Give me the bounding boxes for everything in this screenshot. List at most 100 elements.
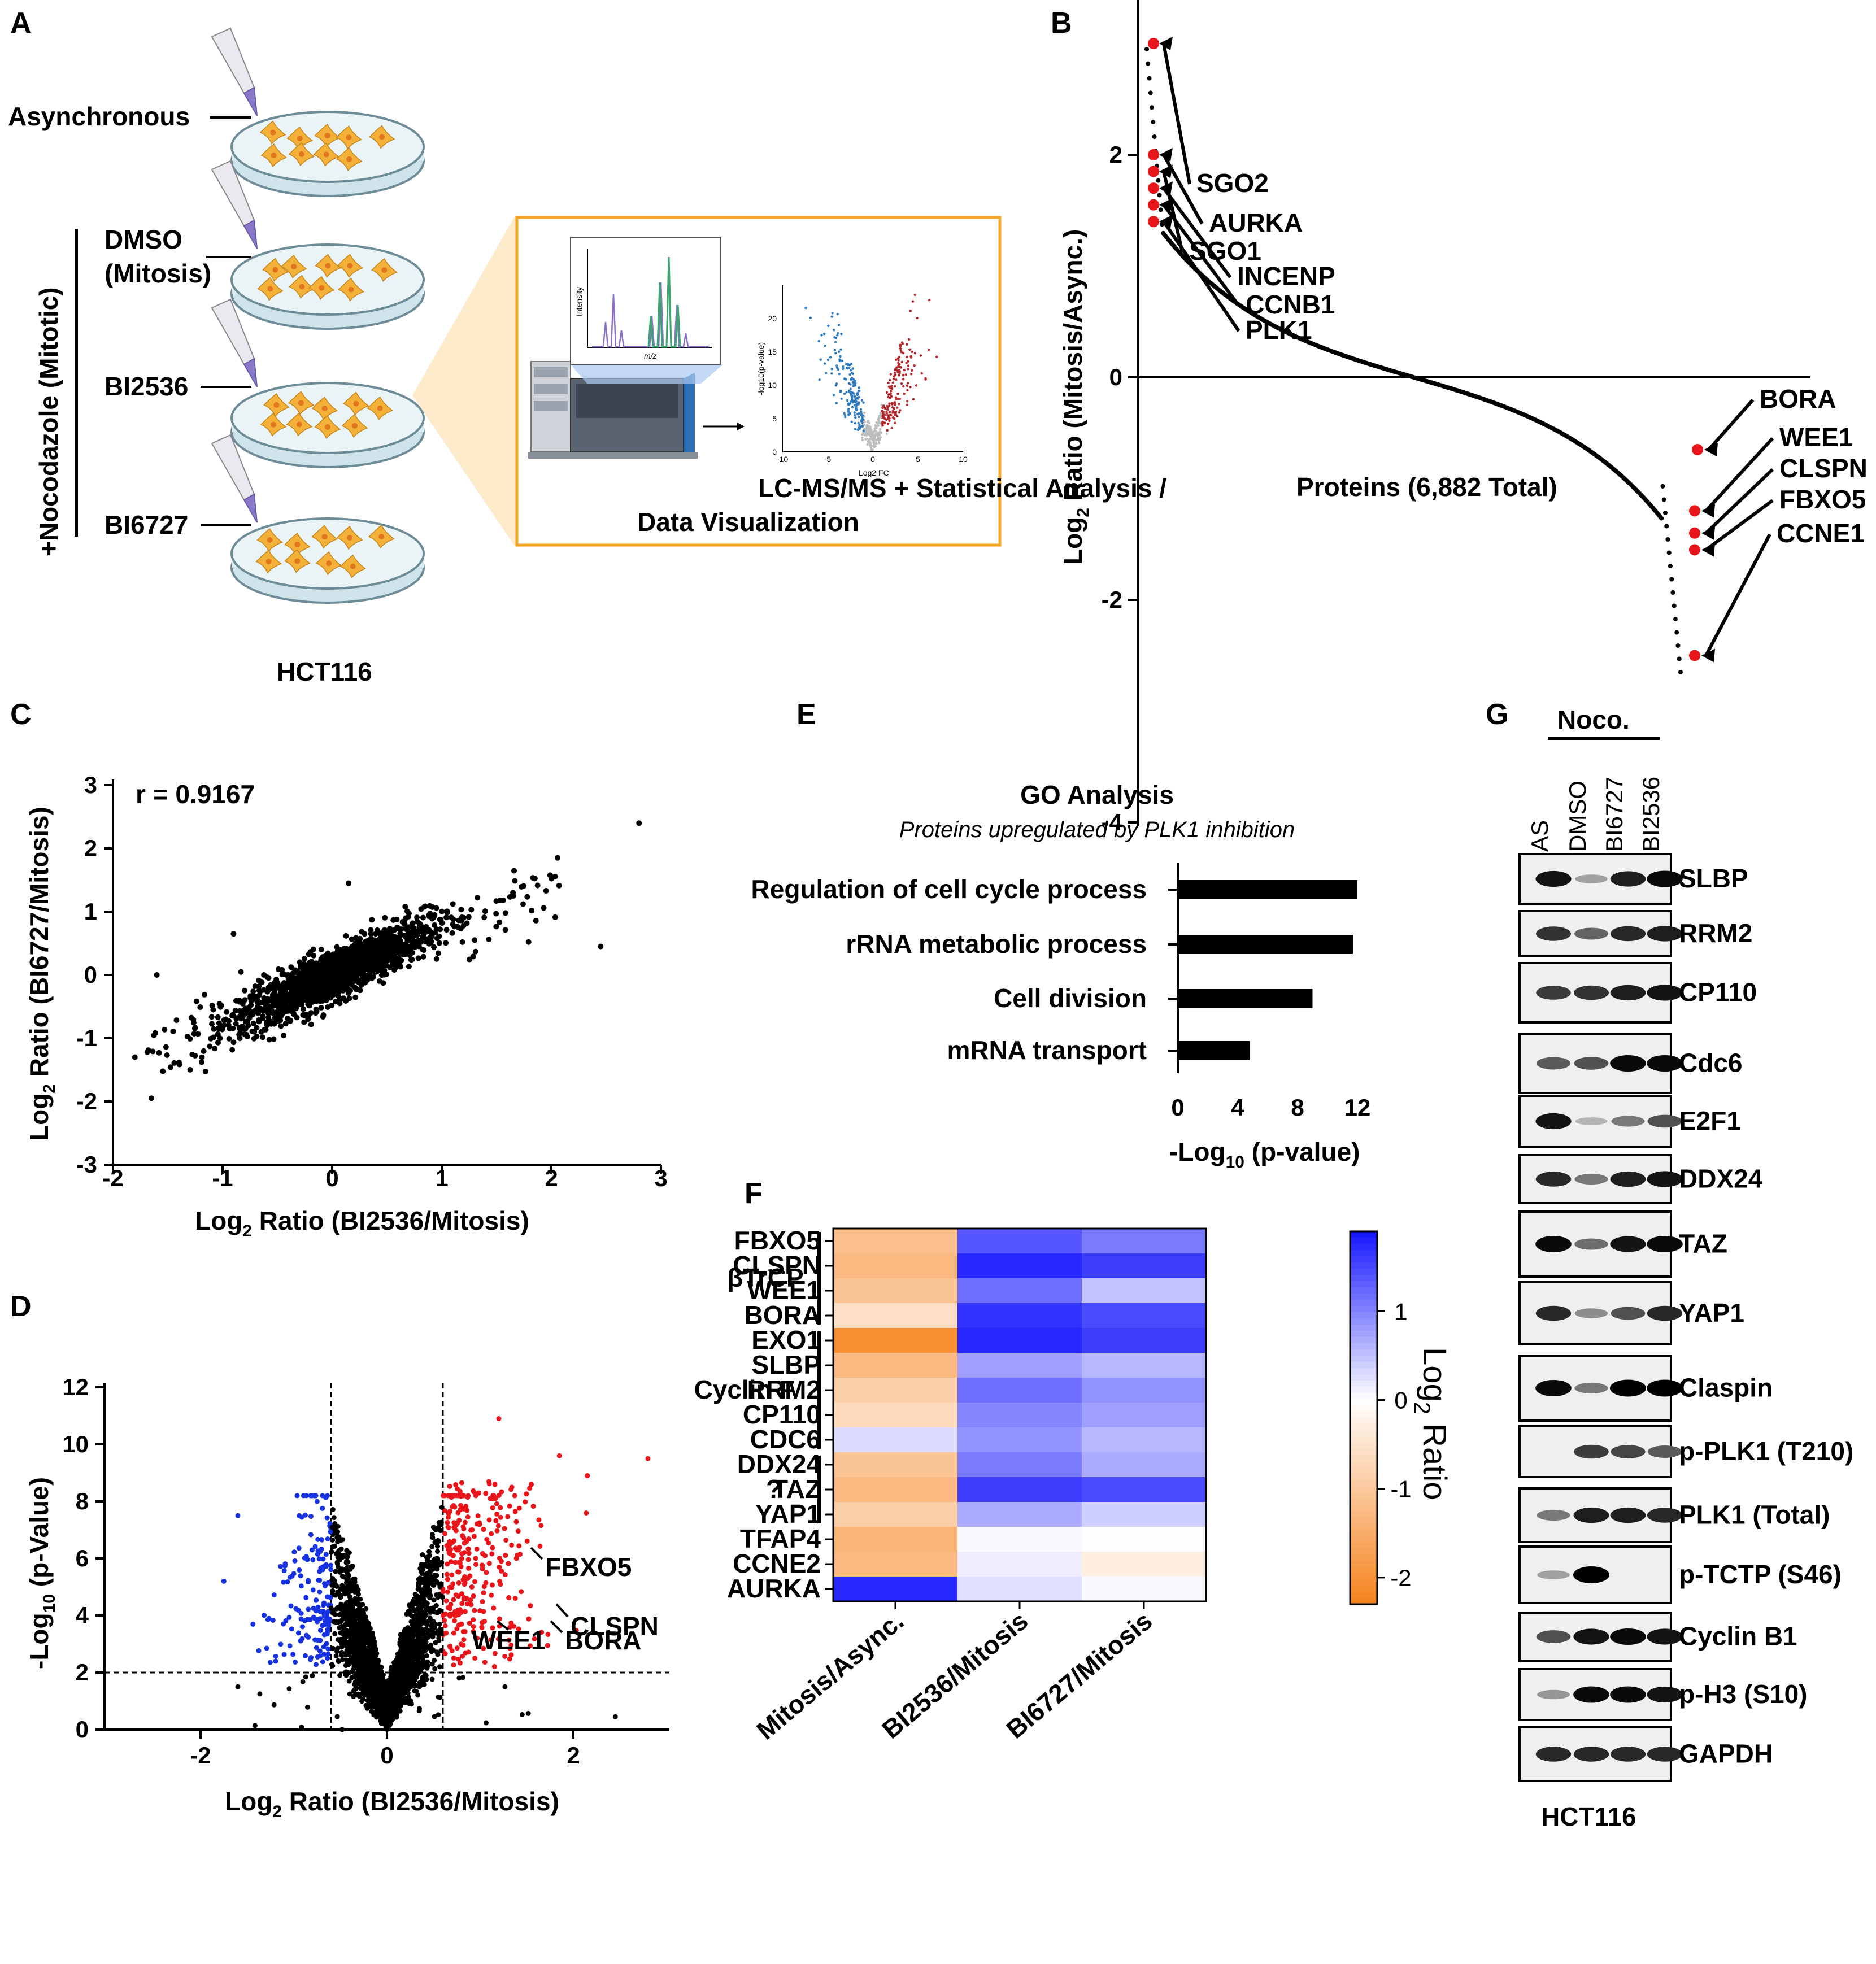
c-point xyxy=(328,958,334,964)
mini-volcano-point xyxy=(853,413,856,417)
c-point xyxy=(229,1047,236,1053)
mini-volcano-point xyxy=(844,416,847,419)
mini-volcano-point xyxy=(848,412,852,415)
d-point xyxy=(437,1608,442,1613)
cell-nucleus xyxy=(378,534,385,540)
mini-volcano-point xyxy=(856,391,859,395)
mini-volcano-point xyxy=(861,417,864,420)
mini-volcano-point xyxy=(851,406,854,408)
b-highlight-point xyxy=(1689,527,1700,539)
mini-volcano-point xyxy=(827,324,830,328)
mini-volcano-point xyxy=(891,403,894,406)
cell-nucleus xyxy=(271,153,277,159)
mini-volcano-point xyxy=(911,369,913,372)
mini-volcano-point xyxy=(880,431,883,434)
c-point xyxy=(533,917,539,924)
c-point xyxy=(262,1026,268,1033)
mini-volcano-point xyxy=(889,386,891,389)
mini-volcano-point xyxy=(878,433,881,437)
c-point xyxy=(336,988,342,995)
c-xtick-label: -2 xyxy=(102,1165,123,1191)
pipette-body xyxy=(211,27,255,94)
workflow-caption-line1: LC-MS/MS + Statistical Analysis / xyxy=(758,473,1166,503)
c-point xyxy=(301,1019,307,1025)
c-point xyxy=(190,1017,197,1023)
d-ytick-label: 8 xyxy=(76,1488,89,1514)
ms-callout xyxy=(571,364,723,384)
mini-volcano-point xyxy=(855,408,859,411)
d-point xyxy=(440,1589,446,1595)
mini-volcano-point xyxy=(868,430,871,433)
d-xtick-label: 2 xyxy=(567,1742,580,1769)
mini-volcano-point xyxy=(889,397,891,399)
mini-volcano-point xyxy=(836,313,839,316)
mini-volcano-point xyxy=(876,435,880,438)
cell-nucleus xyxy=(324,424,330,430)
c-point xyxy=(439,908,445,914)
mini-volcano-point xyxy=(865,426,868,429)
d-point xyxy=(328,1529,333,1535)
b-gene-label-ccnb1: CCNB1 xyxy=(1246,290,1335,319)
mini-volcano-point xyxy=(804,307,807,310)
c-point xyxy=(321,961,327,967)
c-point xyxy=(365,957,372,964)
c-point xyxy=(317,992,323,998)
mini-volcano-point xyxy=(877,441,881,444)
c-point xyxy=(420,932,426,938)
mini-volcano-point xyxy=(868,437,871,441)
d-ytick-label: 4 xyxy=(76,1602,89,1628)
pipette-icon xyxy=(211,27,258,116)
mini-volcano-point xyxy=(907,368,909,371)
d-point xyxy=(337,1673,343,1678)
mini-volcano-point xyxy=(820,334,823,337)
panel-c-correlation: r = 0.9167 xyxy=(136,779,255,809)
c-point xyxy=(404,908,410,914)
d-point xyxy=(320,1505,325,1511)
cell-nucleus xyxy=(270,129,276,136)
c-point xyxy=(399,943,406,949)
d-point xyxy=(325,1536,330,1541)
mini-volcano-point xyxy=(893,402,896,404)
d-point xyxy=(445,1519,450,1525)
b-protein-point xyxy=(1668,563,1673,568)
c-outlier-point xyxy=(132,1054,138,1060)
mini-volcano-point xyxy=(851,372,854,375)
c-point xyxy=(259,979,265,986)
condition-leader-lines xyxy=(201,116,251,526)
c-point xyxy=(265,1014,272,1021)
c-point xyxy=(233,1021,239,1027)
c-point xyxy=(221,1017,227,1024)
pipette-tip xyxy=(243,493,258,523)
cell-nucleus xyxy=(291,264,297,270)
c-point xyxy=(187,1066,193,1073)
c-point xyxy=(237,1013,243,1019)
workflow-caption-line2: Data Visualization xyxy=(637,507,859,537)
c-point xyxy=(250,988,256,995)
c-ytick-label: -1 xyxy=(76,1025,97,1051)
c-point xyxy=(449,930,455,936)
mini-volcano-point xyxy=(879,412,882,415)
b-arrow xyxy=(1704,468,1774,534)
mini-volcano-point xyxy=(850,399,854,402)
c-point xyxy=(202,991,208,998)
mini-volcano-point xyxy=(861,432,864,435)
panel-b-highlight-labels: SGO2AURKASGO1INCENPCCNB1PLK1BORAWEE1CLSP… xyxy=(1148,37,1868,663)
d-point xyxy=(420,1552,425,1557)
c-point xyxy=(369,937,375,943)
b-arrowhead xyxy=(1159,215,1173,229)
d-point xyxy=(336,1659,342,1665)
c-point xyxy=(250,1020,256,1026)
d-point xyxy=(338,1595,343,1600)
mini-volcano-point xyxy=(888,402,891,405)
b-protein-point xyxy=(1669,577,1674,582)
c-point xyxy=(281,1033,287,1039)
c-point xyxy=(433,956,439,962)
c-xtick-label: -1 xyxy=(212,1165,233,1191)
c-xtick-label: 1 xyxy=(435,1165,448,1191)
cell-nucleus xyxy=(351,423,358,429)
c-point xyxy=(376,978,382,984)
c-point xyxy=(224,1009,230,1015)
c-point xyxy=(431,944,437,950)
mini-volcano-point xyxy=(893,417,896,420)
